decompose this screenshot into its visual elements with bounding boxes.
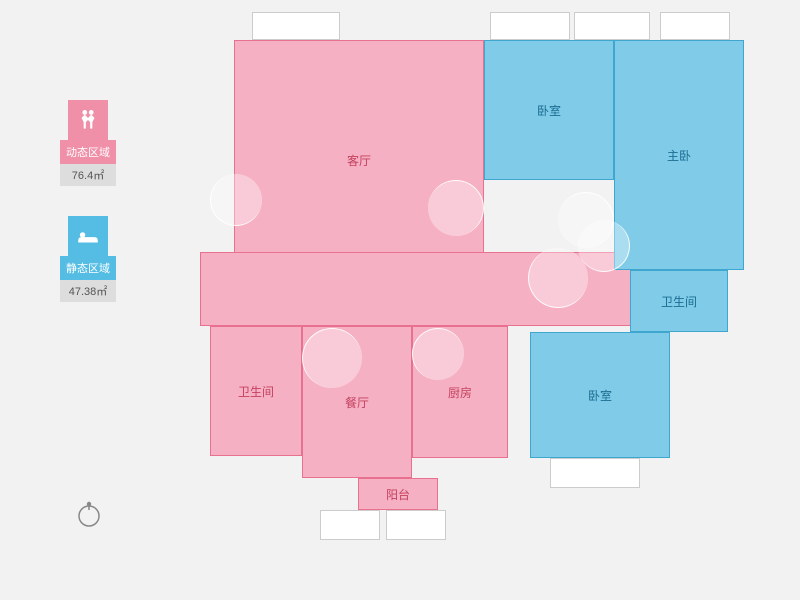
room-bed2: 卧室 xyxy=(530,332,670,458)
room-master: 主卧 xyxy=(614,40,744,270)
room-label: 餐厅 xyxy=(345,394,369,411)
door-arc xyxy=(558,192,614,248)
balcony xyxy=(490,12,570,40)
room-label: 卧室 xyxy=(537,102,561,119)
room-label: 卧室 xyxy=(588,387,612,404)
balcony xyxy=(574,12,650,40)
balcony xyxy=(386,510,446,540)
balcony xyxy=(320,510,380,540)
legend-static-value: 47.38㎡ xyxy=(60,280,116,302)
room-label: 厨房 xyxy=(448,384,472,401)
legend-dynamic-value: 76.4㎡ xyxy=(60,164,116,186)
legend-dynamic: 动态区域 76.4㎡ xyxy=(60,100,116,186)
compass-icon xyxy=(75,500,103,528)
room-dining: 餐厅 xyxy=(302,326,412,478)
room-bath1: 卫生间 xyxy=(210,326,302,456)
balcony xyxy=(660,12,730,40)
room-label: 卫生间 xyxy=(238,383,274,400)
floor-plan: 客厅餐厅卫生间厨房阳台卧室主卧卫生间卧室 xyxy=(190,12,750,552)
balcony xyxy=(550,458,640,488)
room-label: 阳台 xyxy=(386,486,410,503)
room-hall xyxy=(200,252,670,326)
legend-static: 静态区域 47.38㎡ xyxy=(60,216,116,302)
room-label: 主卧 xyxy=(667,147,691,164)
legend-static-title: 静态区域 xyxy=(60,256,116,280)
room-label: 客厅 xyxy=(347,152,371,169)
room-living: 客厅 xyxy=(234,40,484,280)
balcony xyxy=(252,12,340,40)
people-icon xyxy=(68,100,108,140)
room-label: 卫生间 xyxy=(661,293,697,310)
sleep-icon xyxy=(68,216,108,256)
legend-dynamic-title: 动态区域 xyxy=(60,140,116,164)
room-bed1: 卧室 xyxy=(484,40,614,180)
room-kitchen: 厨房 xyxy=(412,326,508,458)
room-bath2: 卫生间 xyxy=(630,270,728,332)
room-balc_lbl: 阳台 xyxy=(358,478,438,510)
legend: 动态区域 76.4㎡ 静态区域 47.38㎡ xyxy=(60,100,116,332)
